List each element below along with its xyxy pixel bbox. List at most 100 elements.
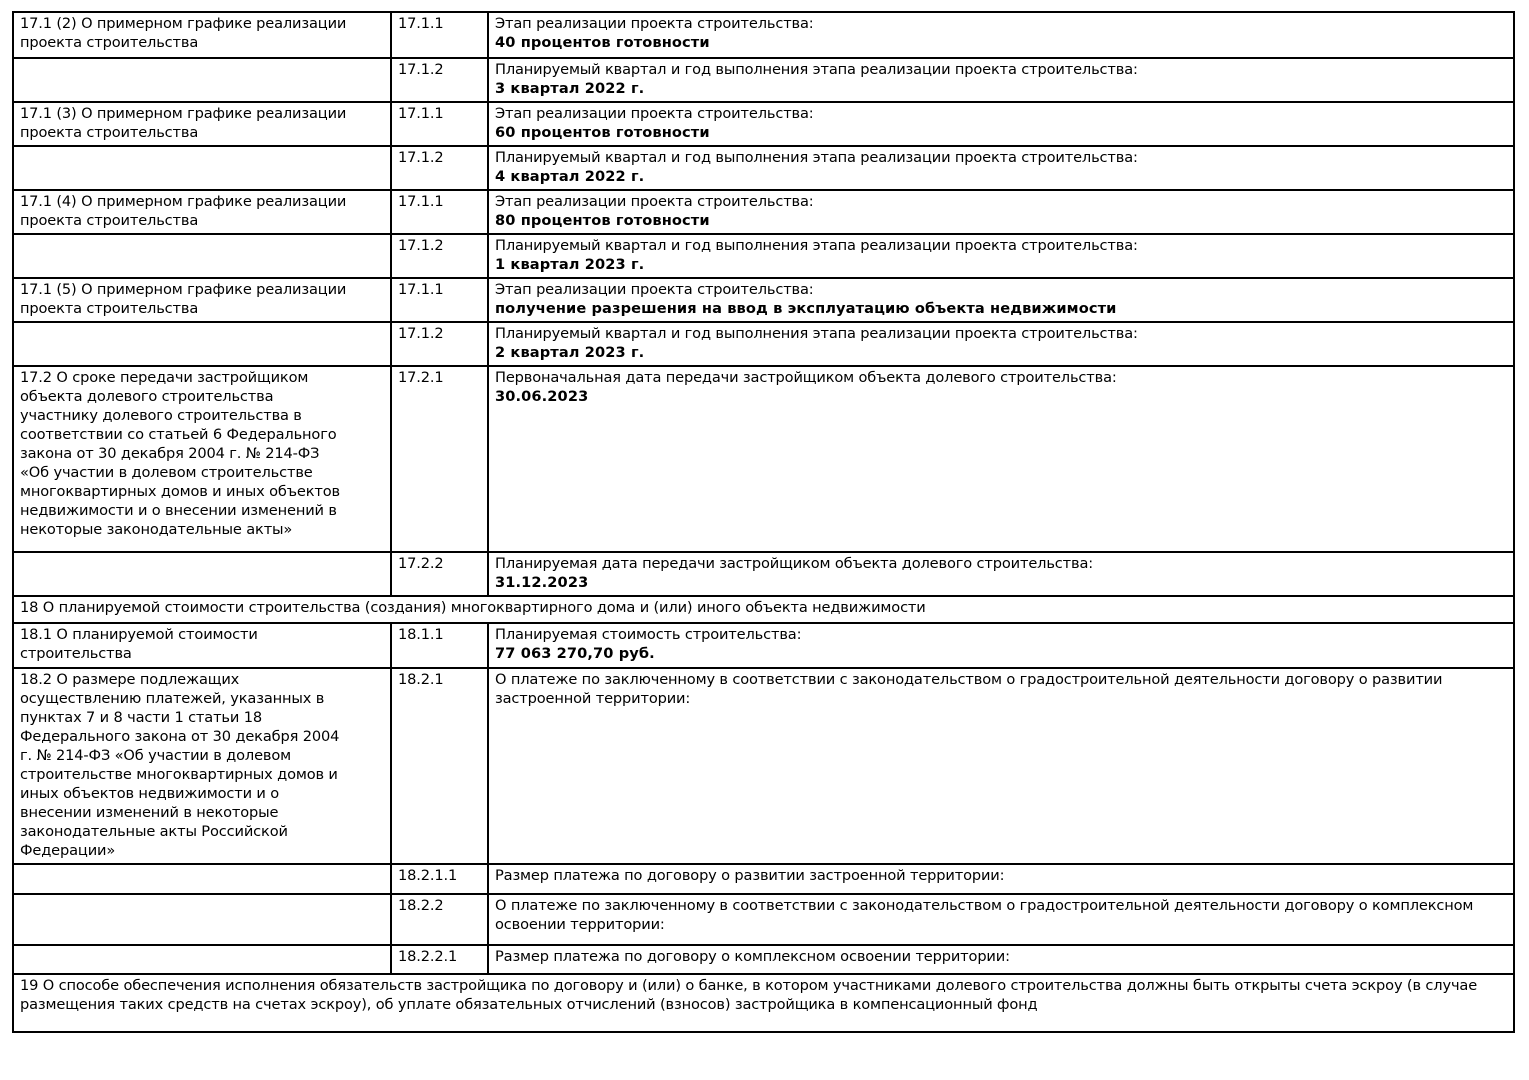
table-row: 17.2 О сроке передачи застройщиком объек… — [12, 365, 1515, 553]
indicator-code-text: 17.1.1 — [398, 193, 444, 210]
indicator-value-label: Этап реализации проекта строительства: — [495, 105, 814, 122]
indicator-name-cell — [12, 943, 392, 975]
indicator-code-cell: 18.2.1 — [390, 666, 489, 865]
indicator-code-text: 18.2.1.1 — [398, 866, 458, 884]
indicator-value-text: 80 процентов готовности — [495, 211, 710, 229]
indicator-value-label: Планируемая дата передачи застройщиком о… — [495, 555, 1094, 572]
indicator-name-cell — [12, 57, 392, 103]
indicator-name-cell: 17.1 (5) О примерном графике реализации … — [12, 277, 392, 323]
indicator-value-label: Этап реализации проекта строительства: — [495, 193, 814, 210]
indicator-code-cell: 17.1.1 — [390, 101, 489, 147]
table-row: 17.1.2 Планируемый квартал и год выполнен… — [12, 321, 1515, 367]
indicator-name-text: 18.1 О планируемой стоимости строительст… — [20, 625, 258, 662]
indicator-code-text: 18.1.1 — [398, 625, 444, 643]
indicator-value-label: Планируемый квартал и год выполнения эта… — [495, 149, 1138, 166]
table-body: 17.1 (2) О примерном графике реализации … — [12, 11, 1515, 1033]
table-row: 17.2.2 Планируемая дата передачи застройщ… — [12, 551, 1515, 597]
table-row: 18.2 О размере подлежащих осуществлению … — [12, 666, 1515, 865]
indicator-code-text: 17.1.1 — [398, 105, 444, 122]
table-row: 17.1 (2) О примерном графике реализации … — [12, 11, 1515, 59]
indicator-value-text: 4 квартал 2022 г. — [495, 167, 645, 185]
table-row: 18 О планируемой стоимости строительства… — [12, 594, 1515, 624]
section-heading-text: 18 О планируемой стоимости строительства… — [20, 598, 926, 616]
indicator-name-cell: 17.2 О сроке передачи застройщиком объек… — [12, 365, 392, 553]
indicator-value-cell: Первоначальная дата передачи застройщико… — [487, 365, 1515, 553]
table-row: 18.2.2.1 Размер платежа по договору о ком… — [12, 943, 1515, 975]
indicator-name-text: 17.1 (5) О примерном графике реализации … — [20, 281, 347, 317]
indicator-name-cell: 18.1 О планируемой стоимости строительст… — [12, 621, 392, 669]
table-row: 17.1 (4) О примерном графике реализации … — [12, 189, 1515, 235]
indicator-value-cell: Размер платежа по договору о комплексном… — [487, 943, 1515, 975]
indicator-value-label: Планируемая стоимость строительства: — [495, 625, 802, 643]
indicator-code-text: 18.2.2.1 — [398, 947, 458, 965]
project-declaration-table: 17.1 (2) О примерном графике реализации … — [12, 11, 1515, 1033]
indicator-name-cell — [12, 862, 392, 895]
indicator-value-text: получение разрешения на ввод в эксплуата… — [495, 299, 1117, 317]
indicator-value-label: Этап реализации проекта строительства: — [495, 281, 814, 298]
indicator-code-cell: 17.1.2 — [390, 233, 489, 279]
indicator-code-text: 17.2.2 — [398, 555, 444, 572]
indicator-name-text: 17.1 (2) О примерном графике реализации … — [20, 15, 347, 51]
indicator-value-cell: Планируемый квартал и год выполнения эта… — [487, 57, 1515, 103]
table-row: 18.2.1.1 Размер платежа по договору о раз… — [12, 862, 1515, 895]
table-row: 18.1 О планируемой стоимости строительст… — [12, 621, 1515, 669]
table-row: 18.2.2 О платеже по заключенному в соотве… — [12, 892, 1515, 946]
indicator-value-cell: Этап реализации проекта строительства: 60… — [487, 101, 1515, 147]
indicator-name-cell: 17.1 (4) О примерном графике реализации … — [12, 189, 392, 235]
indicator-name-cell — [12, 321, 392, 367]
indicator-code-text: 17.1.2 — [398, 61, 444, 78]
indicator-name-cell — [12, 892, 392, 946]
indicator-value-text: 31.12.2023 — [495, 573, 589, 591]
section-heading-cell: 18 О планируемой стоимости строительства… — [12, 594, 1515, 624]
indicator-value-text: 77 063 270,70 руб. — [495, 644, 655, 662]
indicator-code-cell: 17.2.1 — [390, 365, 489, 553]
indicator-code-cell: 17.1.2 — [390, 145, 489, 191]
indicator-value-label: Планируемый квартал и год выполнения эта… — [495, 325, 1138, 342]
indicator-code-text: 18.2.2 — [398, 896, 444, 914]
indicator-name-cell — [12, 145, 392, 191]
indicator-code-text: 17.1.2 — [398, 149, 444, 166]
indicator-value-cell: Этап реализации проекта строительства: 40… — [487, 11, 1515, 59]
indicator-code-cell: 18.2.2.1 — [390, 943, 489, 975]
indicator-value-text: 3 квартал 2022 г. — [495, 79, 645, 97]
indicator-code-cell: 17.1.1 — [390, 277, 489, 323]
indicator-code-text: 18.2.1 — [398, 670, 444, 688]
indicator-value-cell: Планируемая стоимость строительства: 77 0… — [487, 621, 1515, 669]
indicator-code-cell: 18.2.1.1 — [390, 862, 489, 895]
indicator-value-label: Планируемый квартал и год выполнения эта… — [495, 61, 1138, 78]
table-row: 17.1.2 Планируемый квартал и год выполнен… — [12, 57, 1515, 103]
table-row: 19 О способе обеспечения исполнения обяз… — [12, 972, 1515, 1033]
indicator-value-label: Первоначальная дата передачи застройщико… — [495, 369, 1117, 386]
section-heading-text: 19 О способе обеспечения исполнения обяз… — [20, 976, 1478, 1013]
indicator-name-text: 17.1 (4) О примерном графике реализации … — [20, 193, 347, 229]
indicator-value-cell: О платеже по заключенному в соответствии… — [487, 666, 1515, 865]
indicator-code-cell: 17.1.1 — [390, 189, 489, 235]
indicator-value-label: О платеже по заключенному в соответствии… — [495, 896, 1474, 933]
indicator-name-cell — [12, 551, 392, 597]
indicator-name-text: 17.1 (3) О примерном графике реализации … — [20, 105, 347, 141]
indicator-value-label: Этап реализации проекта строительства: — [495, 15, 814, 32]
indicator-value-cell: Планируемый квартал и год выполнения эта… — [487, 145, 1515, 191]
indicator-name-text: 18.2 О размере подлежащих осуществлению … — [20, 670, 340, 859]
table-row: 17.1 (3) О примерном графике реализации … — [12, 101, 1515, 147]
table-row: 17.1.2 Планируемый квартал и год выполнен… — [12, 145, 1515, 191]
indicator-value-cell: Планируемая дата передачи застройщиком о… — [487, 551, 1515, 597]
indicator-code-cell: 18.1.1 — [390, 621, 489, 669]
indicator-value-label: О платеже по заключенному в соответствии… — [495, 670, 1443, 707]
table-row: 17.1 (5) О примерном графике реализации … — [12, 277, 1515, 323]
table-row: 17.1.2 Планируемый квартал и год выполнен… — [12, 233, 1515, 279]
indicator-value-cell: Этап реализации проекта строительства: по… — [487, 277, 1515, 323]
indicator-code-text: 17.1.1 — [398, 15, 444, 32]
indicator-name-cell: 17.1 (3) О примерном графике реализации … — [12, 101, 392, 147]
indicator-name-cell — [12, 233, 392, 279]
indicator-value-text: 40 процентов готовности — [495, 33, 710, 51]
indicator-value-cell: О платеже по заключенному в соответствии… — [487, 892, 1515, 946]
indicator-value-cell: Планируемый квартал и год выполнения эта… — [487, 321, 1515, 367]
indicator-code-cell: 17.1.1 — [390, 11, 489, 59]
indicator-code-cell: 17.2.2 — [390, 551, 489, 597]
indicator-value-cell: Размер платежа по договору о развитии за… — [487, 862, 1515, 895]
indicator-code-text: 17.1.2 — [398, 237, 444, 254]
indicator-code-text: 17.2.1 — [398, 369, 444, 386]
indicator-value-text: 1 квартал 2023 г. — [495, 255, 645, 273]
